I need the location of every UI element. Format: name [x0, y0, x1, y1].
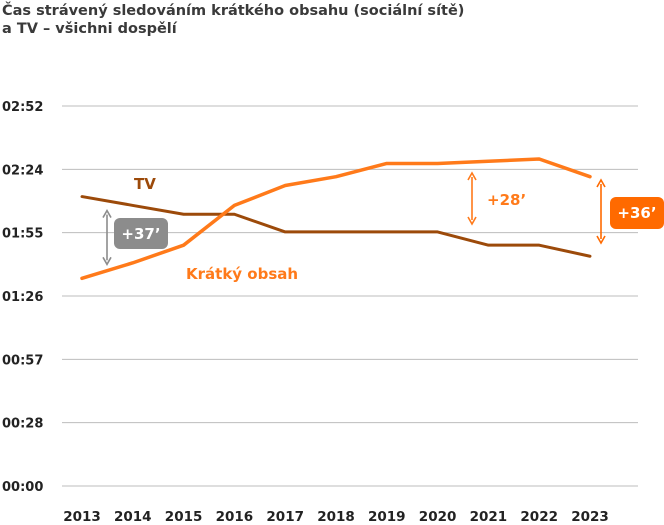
chart-title-line-1: Čas strávený sledováním krátkého obsahu …: [2, 3, 465, 19]
arrow-plus36-head-bottom: [596, 235, 606, 245]
x-tick-label: 2014: [114, 509, 152, 525]
series-label-tv: TV: [134, 175, 156, 193]
arrow-plus37-head-bottom: [102, 256, 112, 266]
x-tick-label: 2017: [266, 509, 304, 525]
x-tick-label: 2019: [368, 509, 406, 525]
x-tick-label: 2016: [216, 509, 254, 525]
x-tick-label: 2021: [470, 509, 508, 525]
annotation-plus36: +36’: [617, 204, 656, 222]
series-label-kratky-obsah: Krátký obsah: [186, 265, 298, 283]
arrow-plus36-head-top: [596, 178, 606, 188]
badge-plus36: [610, 197, 664, 229]
y-tick-label: 01:55: [2, 227, 43, 242]
y-tick-label: 02:52: [2, 100, 43, 115]
arrow-plus28-head-top: [467, 171, 477, 181]
annotation-plus28: +28’: [487, 191, 526, 209]
x-tick-label: 2020: [419, 509, 457, 525]
x-tick-label: 2022: [520, 509, 558, 525]
y-tick-label: 00:57: [2, 353, 43, 368]
arrow-plus28-head-bottom: [467, 216, 477, 226]
badge-plus37: [114, 218, 168, 249]
chart-title-line-2: a TV – všichni dospělí: [2, 21, 177, 37]
y-tick-label: 00:00: [2, 480, 43, 495]
x-tick-label: 2013: [63, 509, 101, 525]
y-tick-label: 01:26: [2, 290, 43, 305]
x-tick-label: 2018: [317, 509, 355, 525]
annotation-plus37: +37’: [121, 225, 160, 243]
y-tick-label: 00:28: [2, 417, 43, 432]
y-tick-label: 02:24: [2, 163, 43, 178]
chart-title: Čas strávený sledováním krátkého obsahu …: [2, 2, 642, 38]
arrow-plus37-head-top: [102, 208, 112, 218]
x-tick-label: 2023: [571, 509, 609, 525]
x-tick-label: 2015: [165, 509, 203, 525]
